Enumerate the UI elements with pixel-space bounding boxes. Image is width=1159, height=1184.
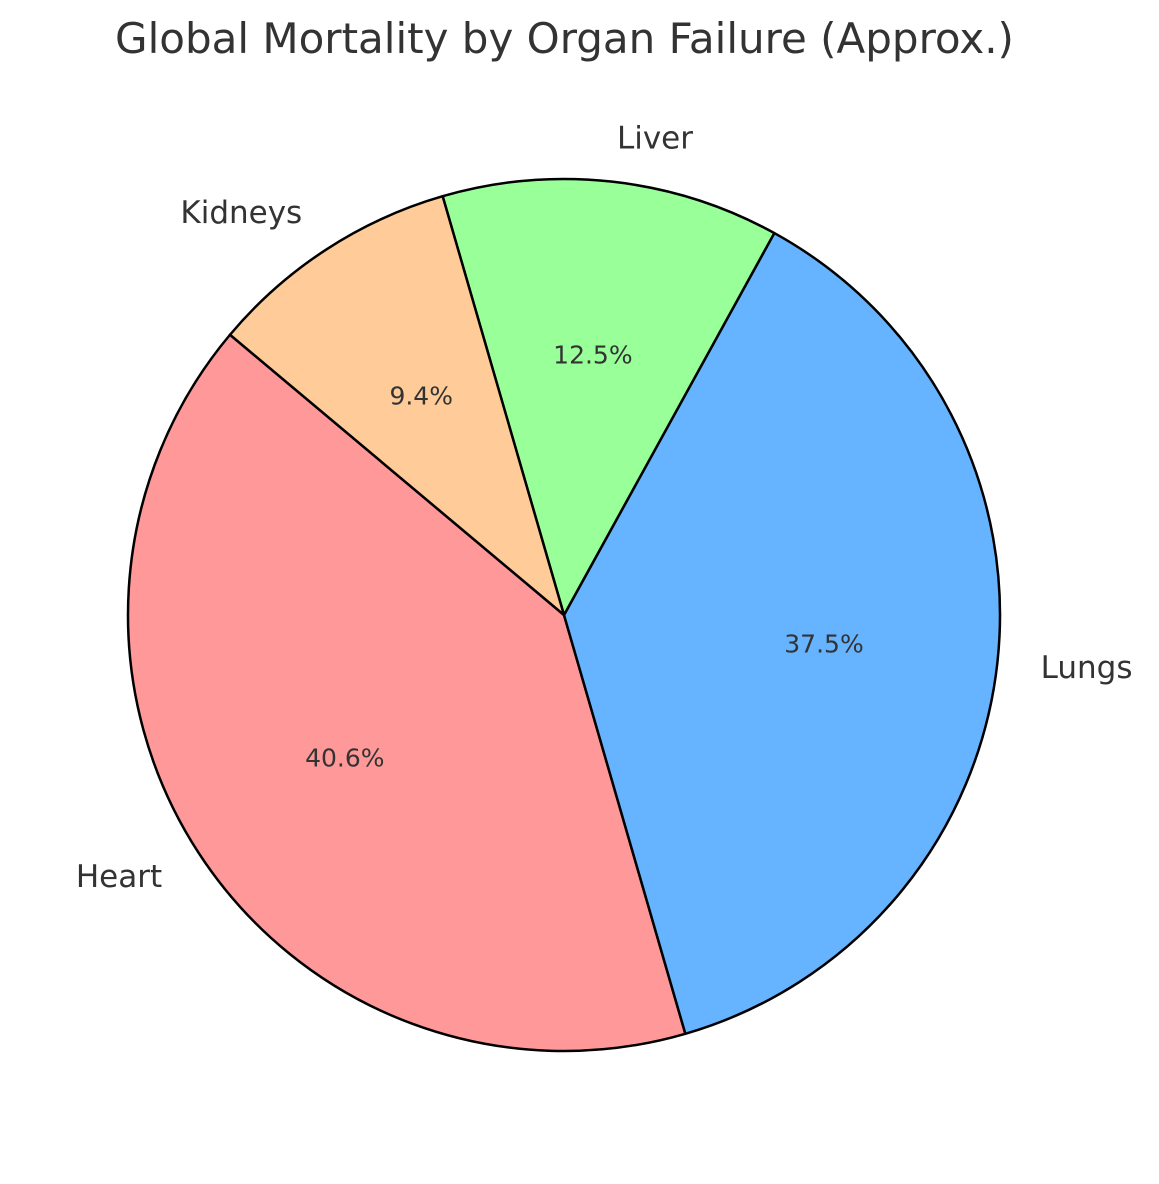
chart-title: Global Mortality by Organ Failure (Appro…: [115, 14, 1014, 63]
pie-category-label-heart: Heart: [76, 859, 162, 895]
pie-slices: [126, 177, 1002, 1053]
pie-slice-heart: [126, 333, 687, 1053]
pie-value-label-lungs: 37.5%: [784, 629, 863, 658]
pie-slice-liver: [441, 177, 776, 617]
pie-labels: 40.6% Heart 37.5% Lungs 12.5% Liver 9.4% Kidney…: [76, 120, 1133, 894]
pie-value-label-liver: 12.5%: [553, 340, 632, 369]
pie-category-label-lungs: Lungs: [1041, 650, 1133, 686]
pie-value-label-heart: 40.6%: [305, 743, 384, 772]
pie-slice-kidneys: [228, 194, 566, 617]
pie-category-label-kidneys: Kidneys: [180, 195, 302, 231]
pie-value-label-kidneys: 9.4%: [389, 381, 453, 410]
pie-category-label-liver: Liver: [617, 120, 693, 156]
pie-slice-lungs: [562, 231, 1002, 1036]
